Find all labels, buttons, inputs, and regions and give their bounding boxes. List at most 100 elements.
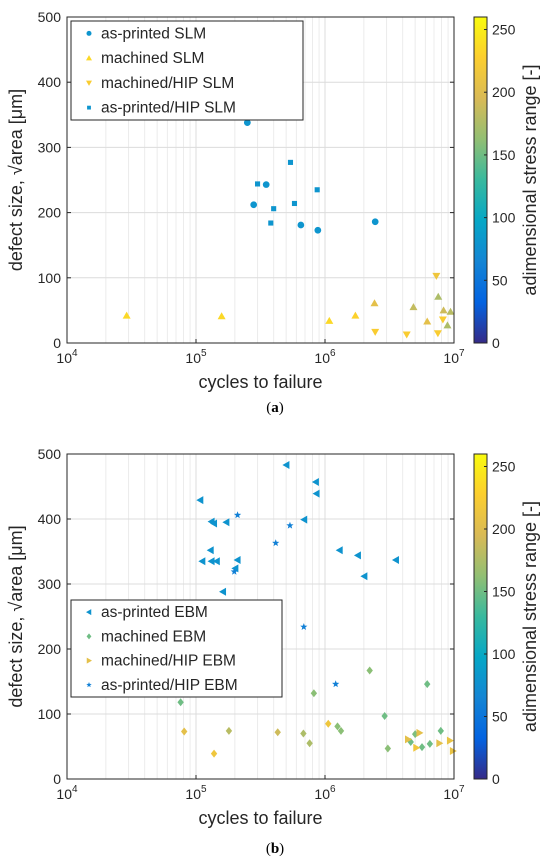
data-point — [268, 220, 274, 226]
data-point — [212, 557, 220, 566]
data-point — [360, 572, 368, 581]
data-point — [332, 680, 340, 688]
data-point — [423, 317, 432, 325]
data-point — [287, 159, 294, 165]
data-point — [274, 728, 281, 737]
x-tick-label: 106 — [314, 348, 336, 366]
y-tick-label: 400 — [38, 74, 62, 90]
y-tick-label: 200 — [38, 205, 62, 221]
x-tick-label: 104 — [56, 784, 78, 802]
data-point — [443, 321, 452, 329]
data-markers — [177, 461, 457, 758]
x-tick-exponent: 5 — [201, 784, 207, 795]
legend-label: as-printed EBM — [101, 604, 208, 621]
x-tick-exponent: 6 — [330, 784, 336, 795]
axes-box — [66, 453, 455, 780]
caption-letter: b — [271, 841, 279, 857]
x-tick-exponent: 6 — [330, 348, 336, 359]
legend-marker — [86, 633, 92, 640]
y-tick-label: 400 — [38, 511, 62, 527]
x-tick-base: 10 — [56, 350, 72, 366]
colorbar — [473, 453, 488, 780]
data-point — [311, 477, 319, 486]
data-point — [300, 729, 307, 738]
y-tick-label: 500 — [38, 9, 62, 25]
data-point — [449, 747, 457, 756]
data-point — [122, 311, 131, 319]
data-point — [314, 226, 322, 234]
colorbar-tick-label: 150 — [492, 584, 516, 600]
data-point — [233, 555, 241, 564]
data-point — [210, 519, 218, 528]
x-tick-exponent: 7 — [459, 348, 465, 359]
data-point — [409, 303, 418, 311]
data-point — [366, 666, 373, 675]
data-point — [439, 306, 448, 314]
legend-marker — [86, 657, 92, 664]
x-tick-label: 105 — [185, 348, 207, 366]
data-point — [310, 689, 318, 698]
data-point — [334, 722, 341, 731]
data-point — [325, 719, 332, 728]
x-tick-label: 105 — [185, 784, 207, 802]
x-tick-base: 10 — [185, 786, 201, 802]
y-tick-label: 0 — [53, 771, 61, 787]
x-tick-base: 10 — [443, 786, 459, 802]
data-point — [353, 551, 361, 560]
caption-suffix: ) — [279, 841, 284, 857]
legend-box — [70, 20, 304, 121]
data-point — [206, 546, 214, 555]
data-point — [180, 727, 188, 736]
data-point — [312, 489, 320, 498]
data-point — [424, 680, 431, 689]
colorbar-label: adimensional stress range [-] — [520, 64, 540, 295]
legend-label: as-printed/HIP SLM — [101, 100, 236, 117]
data-point — [272, 539, 280, 547]
data-point — [250, 201, 258, 209]
x-tick-exponent: 5 — [201, 348, 207, 359]
legend-marker — [86, 682, 92, 688]
data-point — [219, 587, 227, 596]
data-point — [254, 181, 261, 187]
y-tick-label: 100 — [38, 270, 62, 286]
y-tick-label: 0 — [53, 335, 61, 351]
data-point — [210, 749, 218, 758]
colorbar-tick-label: 200 — [492, 521, 516, 537]
legend-label: machined/HIP SLM — [101, 75, 234, 92]
data-point — [230, 567, 238, 575]
panel-caption: (b) — [266, 841, 284, 857]
legend-label: as-printed/HIP EBM — [101, 677, 238, 694]
x-axis-label: cycles to failure — [198, 372, 322, 392]
y-axis-label: defect size, √area [μm] — [6, 525, 26, 707]
x-tick-label: 107 — [443, 348, 465, 366]
data-point — [262, 181, 270, 188]
colorbar-tick-label: 250 — [492, 22, 516, 38]
data-markers — [122, 109, 455, 339]
data-point — [413, 743, 421, 752]
legend-label: machined SLM — [101, 50, 204, 67]
data-point — [300, 515, 308, 524]
colorbar-tick-label: 0 — [492, 335, 500, 351]
x-tick-label: 104 — [56, 348, 78, 366]
data-point — [306, 739, 313, 748]
data-point — [243, 119, 251, 126]
data-point — [432, 272, 441, 280]
data-point — [436, 739, 444, 748]
x-tick-base: 10 — [185, 350, 201, 366]
data-point — [282, 461, 290, 470]
data-point — [437, 726, 444, 735]
data-point — [381, 711, 388, 720]
data-point — [426, 739, 434, 748]
data-point — [198, 557, 206, 566]
y-axis-label: defect size, √area [μm] — [6, 89, 26, 271]
axes-box — [66, 16, 455, 344]
x-tick-base: 10 — [443, 350, 459, 366]
x-tick-base: 10 — [56, 786, 72, 802]
legend-label: as-printed SLM — [101, 25, 206, 42]
colorbar — [473, 16, 488, 344]
x-tick-base: 10 — [314, 350, 330, 366]
data-point — [231, 564, 239, 573]
data-point — [416, 728, 424, 737]
colorbar-label: adimensional stress range [-] — [520, 501, 540, 732]
